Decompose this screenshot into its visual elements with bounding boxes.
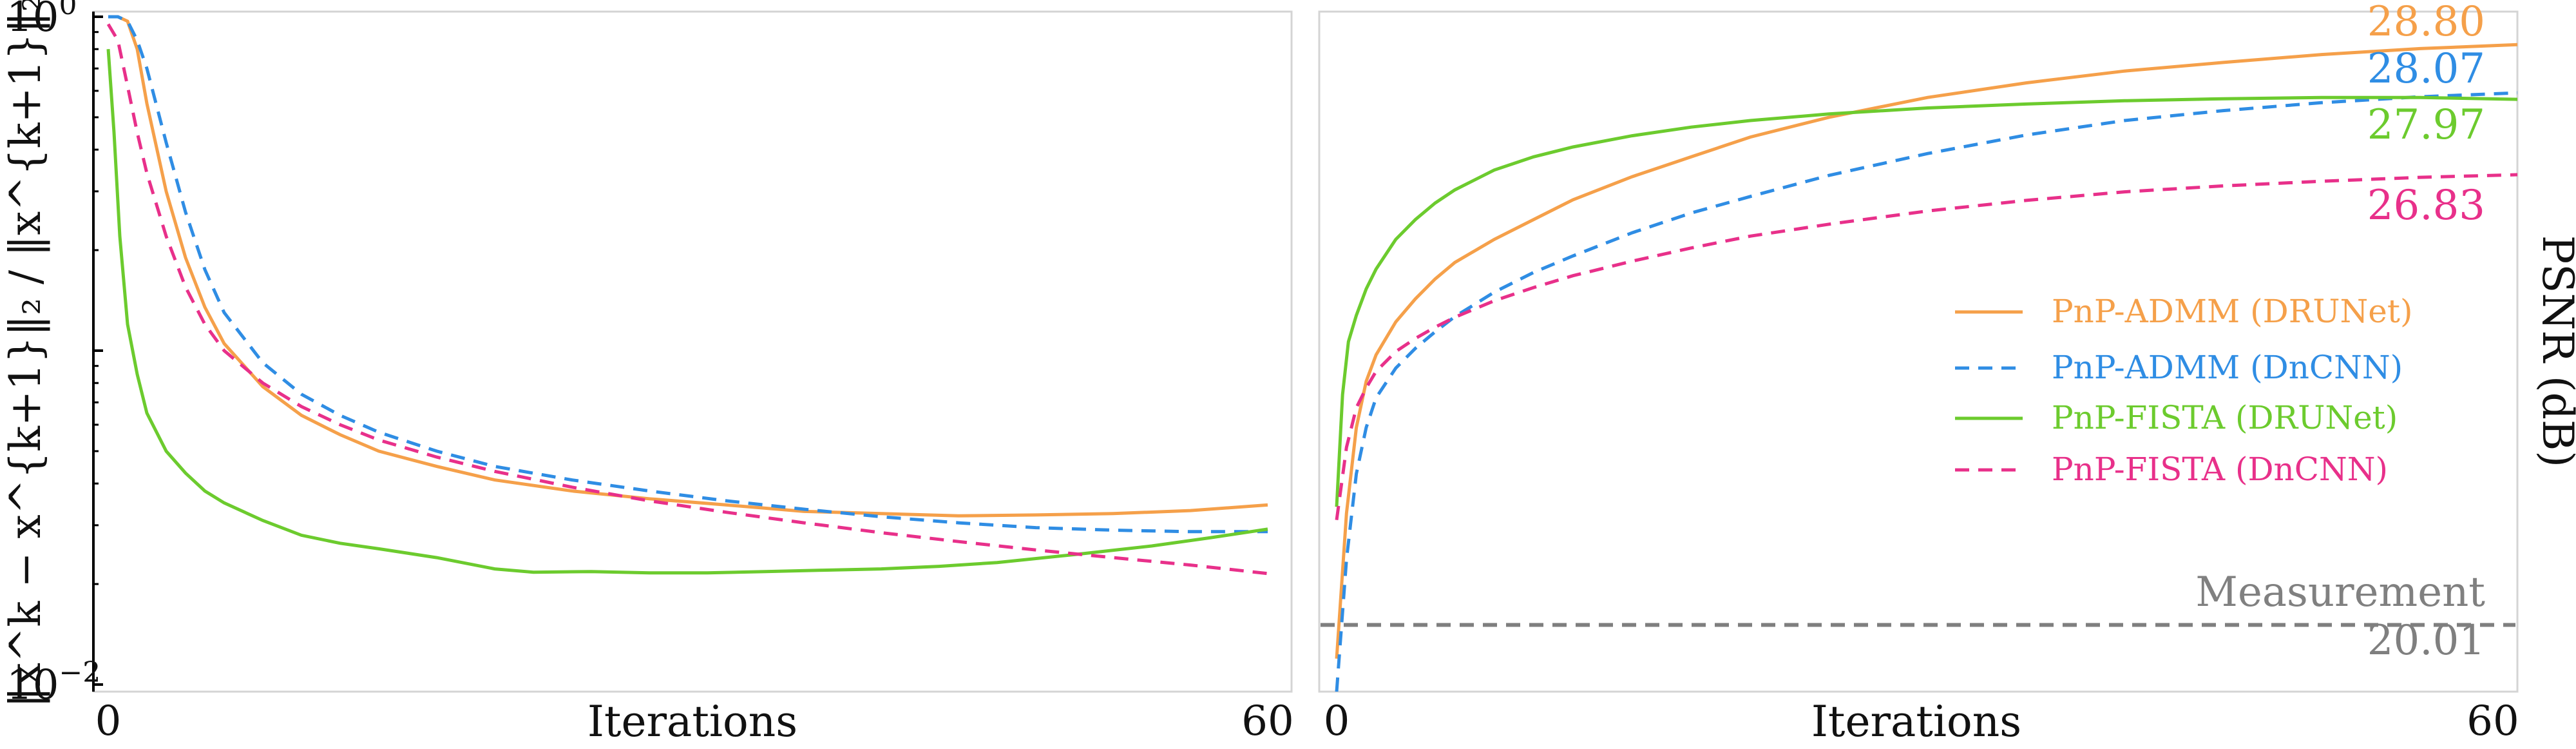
measurement-label: Measurement bbox=[2195, 569, 2485, 616]
right-legend: PnP-ADMM (DRUNet) PnP-ADMM (DnCNN) PnP-FIS… bbox=[1955, 293, 2412, 488]
left-series-pnp-fista-drunet bbox=[106, 49, 1268, 575]
legend-label-pnp-fista-dncnn: PnP-FISTA (DnCNN) bbox=[2052, 451, 2388, 488]
left-xtick-60: 60 bbox=[1241, 697, 1293, 745]
right-plot-frame bbox=[1318, 10, 2519, 693]
final-value-measurement: 20.01 bbox=[2367, 617, 2485, 665]
right-series-pnp-fista-drunet bbox=[1335, 95, 2517, 507]
left-series-pnp-fista-dncnn bbox=[106, 23, 1268, 576]
right-series-group bbox=[1321, 43, 2517, 692]
final-value-pnp-fista-dncnn: 26.83 bbox=[2367, 182, 2485, 229]
legend-label-pnp-admm-drunet: PnP-ADMM (DRUNet) bbox=[2052, 293, 2412, 330]
final-value-pnp-admm-drunet: 28.80 bbox=[2367, 0, 2485, 46]
left-series-pnp-admm-drunet bbox=[108, 15, 1268, 518]
left-series-pnp-admm-dncnn bbox=[108, 15, 1268, 534]
right-series-pnp-fista-dncnn bbox=[1335, 173, 2517, 521]
right-x-axis-label: Iterations bbox=[1811, 697, 2021, 746]
right-y-axis-label: PSNR (dB) bbox=[2533, 235, 2576, 467]
left-xtick-0: 0 bbox=[95, 697, 122, 745]
right-series-pnp-admm-dncnn bbox=[1335, 91, 2517, 692]
left-y-axis-label: ‖x^k − x^{k+1}‖₂ / ‖x^{k+1}‖₂ bbox=[1, 0, 50, 708]
final-value-pnp-admm-dncnn: 28.07 bbox=[2367, 45, 2485, 93]
left-series-group bbox=[106, 15, 1268, 576]
left-ytick-label-0.01: 10−2 bbox=[6, 656, 100, 709]
right-series-pnp-admm-drunet bbox=[1335, 43, 2517, 659]
right-xtick-60: 60 bbox=[2466, 697, 2519, 745]
right-xtick-0: 0 bbox=[1324, 697, 1350, 745]
final-value-pnp-fista-drunet: 27.97 bbox=[2367, 101, 2485, 149]
legend-label-pnp-fista-drunet: PnP-FISTA (DRUNet) bbox=[2052, 399, 2398, 436]
legend-label-pnp-admm-dncnn: PnP-ADMM (DnCNN) bbox=[2052, 349, 2403, 386]
left-plot-frame bbox=[92, 10, 1293, 693]
left-x-axis-label: Iterations bbox=[587, 697, 797, 746]
